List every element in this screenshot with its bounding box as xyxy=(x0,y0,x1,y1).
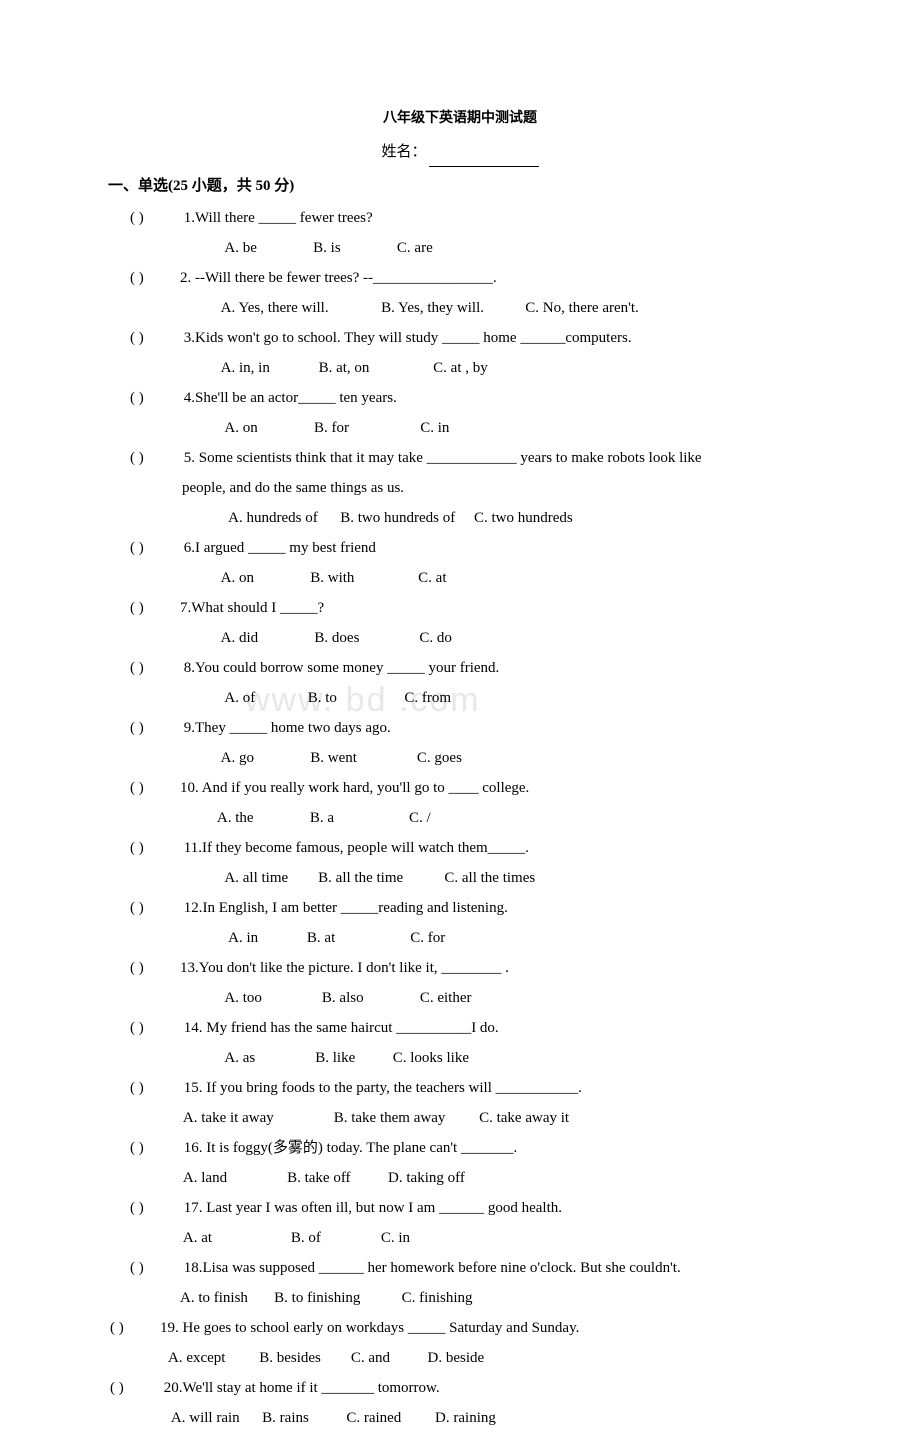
question-17: ( ) 17. Last year I was often ill, but n… xyxy=(108,1193,812,1223)
question-18: ( ) 18.Lisa was supposed ______ her home… xyxy=(108,1253,812,1283)
options-9: A. go B. went C. goes xyxy=(108,743,812,773)
options-18: A. to finish B. to finishing C. finishin… xyxy=(108,1283,812,1313)
question-15: ( ) 15. If you bring foods to the party,… xyxy=(108,1073,812,1103)
options-7: A. did B. does C. do xyxy=(108,623,812,653)
question-7: ( )7.What should I _____? xyxy=(108,593,812,623)
question-text-13: 13.You don't like the picture. I don't l… xyxy=(180,960,509,976)
question-text-2: 2. --Will there be fewer trees? --______… xyxy=(180,270,497,286)
question-text-18: 18.Lisa was supposed ______ her homework… xyxy=(180,1260,681,1276)
answer-paren-8[interactable]: ( ) xyxy=(130,653,180,683)
options-5: A. hundreds of B. two hundreds of C. two… xyxy=(108,503,812,533)
answer-paren-6[interactable]: ( ) xyxy=(130,533,180,563)
answer-paren-1[interactable]: ( ) xyxy=(130,203,180,233)
question-6: ( ) 6.I argued _____ my best friend xyxy=(108,533,812,563)
question-text-9: 9.They _____ home two days ago. xyxy=(180,720,391,736)
question-text-19: 19. He goes to school early on workdays … xyxy=(160,1320,579,1336)
answer-paren-18[interactable]: ( ) xyxy=(130,1253,180,1283)
options-19: A. except B. besides C. and D. beside xyxy=(108,1343,812,1373)
answer-paren-17[interactable]: ( ) xyxy=(130,1193,180,1223)
options-15: A. take it away B. take them away C. tak… xyxy=(108,1103,812,1133)
questions-container: ( ) 1.Will there _____ fewer trees? A. b… xyxy=(108,203,812,1433)
options-2: A. Yes, there will. B. Yes, they will. C… xyxy=(108,293,812,323)
question-text-5: 5. Some scientists think that it may tak… xyxy=(180,450,702,466)
answer-paren-14[interactable]: ( ) xyxy=(130,1013,180,1043)
question-9: ( ) 9.They _____ home two days ago. xyxy=(108,713,812,743)
answer-paren-15[interactable]: ( ) xyxy=(130,1073,180,1103)
question-14: ( ) 14. My friend has the same haircut _… xyxy=(108,1013,812,1043)
question-cont-5: people, and do the same things as us. xyxy=(108,473,812,503)
question-3: ( ) 3.Kids won't go to school. They will… xyxy=(108,323,812,353)
name-blank[interactable] xyxy=(429,166,539,167)
question-text-8: 8.You could borrow some money _____ your… xyxy=(180,660,499,676)
exam-title: 八年级下英语期中测试题 xyxy=(108,105,812,133)
options-17: A. at B. of C. in xyxy=(108,1223,812,1253)
answer-paren-4[interactable]: ( ) xyxy=(130,383,180,413)
question-16: ( ) 16. It is foggy(多雾的) today. The plan… xyxy=(108,1133,812,1163)
question-1: ( ) 1.Will there _____ fewer trees? xyxy=(108,203,812,233)
section-header: 一、单选(25 小题，共 50 分) xyxy=(108,171,812,201)
answer-paren-5[interactable]: ( ) xyxy=(130,443,180,473)
answer-paren-2[interactable]: ( ) xyxy=(130,263,180,293)
options-10: A. the B. a C. / xyxy=(108,803,812,833)
answer-paren-16[interactable]: ( ) xyxy=(130,1133,180,1163)
answer-paren-10[interactable]: ( ) xyxy=(130,773,180,803)
question-8: ( ) 8.You could borrow some money _____ … xyxy=(108,653,812,683)
options-4: A. on B. for C. in xyxy=(108,413,812,443)
question-2: ( )2. --Will there be fewer trees? --___… xyxy=(108,263,812,293)
options-3: A. in, in B. at, on C. at , by xyxy=(108,353,812,383)
question-19: ( )19. He goes to school early on workda… xyxy=(108,1313,812,1343)
answer-paren-12[interactable]: ( ) xyxy=(130,893,180,923)
options-6: A. on B. with C. at xyxy=(108,563,812,593)
question-5: ( ) 5. Some scientists think that it may… xyxy=(108,443,812,473)
answer-paren-3[interactable]: ( ) xyxy=(130,323,180,353)
options-11: A. all time B. all the time C. all the t… xyxy=(108,863,812,893)
question-text-14: 14. My friend has the same haircut _____… xyxy=(180,1020,499,1036)
question-text-12: 12.In English, I am better _____reading … xyxy=(180,900,508,916)
options-1: A. be B. is C. are xyxy=(108,233,812,263)
options-20: A. will rain B. rains C. rained D. raini… xyxy=(108,1403,812,1433)
answer-paren-13[interactable]: ( ) xyxy=(130,953,180,983)
answer-paren-20[interactable]: ( ) xyxy=(110,1373,160,1403)
answer-paren-9[interactable]: ( ) xyxy=(130,713,180,743)
options-14: A. as B. like C. looks like xyxy=(108,1043,812,1073)
answer-paren-7[interactable]: ( ) xyxy=(130,593,180,623)
question-13: ( )13.You don't like the picture. I don'… xyxy=(108,953,812,983)
options-16: A. land B. take off D. taking off xyxy=(108,1163,812,1193)
question-text-16: 16. It is foggy(多雾的) today. The plane ca… xyxy=(180,1140,517,1156)
question-text-20: 20.We'll stay at home if it _______ tomo… xyxy=(160,1380,440,1396)
question-text-17: 17. Last year I was often ill, but now I… xyxy=(180,1200,562,1216)
question-text-1: 1.Will there _____ fewer trees? xyxy=(180,210,373,226)
question-text-7: 7.What should I _____? xyxy=(180,600,324,616)
name-line: 姓名： xyxy=(108,137,812,167)
question-text-4: 4.She'll be an actor_____ ten years. xyxy=(180,390,397,406)
answer-paren-19[interactable]: ( ) xyxy=(110,1313,160,1343)
answer-paren-11[interactable]: ( ) xyxy=(130,833,180,863)
question-text-3: 3.Kids won't go to school. They will stu… xyxy=(180,330,632,346)
options-8: A. of B. to C. from xyxy=(108,683,812,713)
question-10: ( )10. And if you really work hard, you'… xyxy=(108,773,812,803)
question-12: ( ) 12.In English, I am better _____read… xyxy=(108,893,812,923)
options-13: A. too B. also C. either xyxy=(108,983,812,1013)
question-text-11: 11.If they become famous, people will wa… xyxy=(180,840,529,856)
name-label: 姓名： xyxy=(381,144,426,160)
question-text-15: 15. If you bring foods to the party, the… xyxy=(180,1080,582,1096)
question-text-10: 10. And if you really work hard, you'll … xyxy=(180,780,529,796)
question-11: ( ) 11.If they become famous, people wil… xyxy=(108,833,812,863)
question-4: ( ) 4.She'll be an actor_____ ten years. xyxy=(108,383,812,413)
question-text-6: 6.I argued _____ my best friend xyxy=(180,540,376,556)
options-12: A. in B. at C. for xyxy=(108,923,812,953)
question-20: ( ) 20.We'll stay at home if it _______ … xyxy=(108,1373,812,1403)
